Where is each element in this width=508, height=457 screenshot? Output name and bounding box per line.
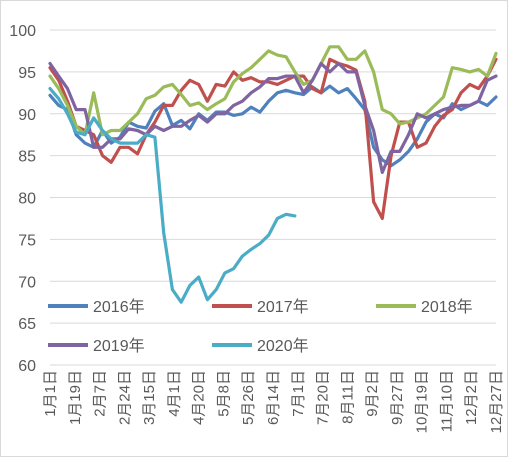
- x-tick-label: 5月26日: [240, 370, 257, 425]
- x-tick-label: 4月20日: [191, 370, 208, 425]
- x-tick-label: 11月10日: [438, 370, 455, 432]
- y-tick-label: 75: [18, 232, 36, 249]
- x-tick-label: 4月1日: [166, 370, 183, 417]
- x-tick-label: 5月8日: [215, 370, 232, 417]
- legend-label: 2016年: [93, 298, 145, 316]
- y-tick-label: 65: [18, 316, 36, 333]
- x-tick-label: 2月7日: [92, 370, 109, 417]
- x-tick-label: 9月27日: [389, 370, 406, 425]
- y-tick-label: 85: [18, 149, 36, 166]
- x-tick-label: 3月15日: [141, 370, 158, 425]
- legend-label: 2018年: [421, 298, 473, 316]
- legend-label: 2020年: [257, 337, 309, 355]
- x-tick-label: 8月11日: [339, 370, 356, 424]
- series-line-2019年: [48, 61, 498, 174]
- x-tick-label: 1月19日: [67, 370, 84, 425]
- y-tick-label: 100: [9, 23, 36, 40]
- y-tick-label: 60: [18, 358, 36, 375]
- series-line-2017年: [48, 57, 498, 220]
- y-tick-label: 70: [18, 274, 36, 291]
- legend-label: 2017年: [257, 298, 309, 316]
- series-line-2020年: [48, 86, 297, 304]
- x-tick-label: 2月24日: [116, 370, 133, 425]
- x-tick-label: 10月19日: [414, 370, 431, 433]
- series-line-2016年: [48, 84, 498, 168]
- x-tick-label: 7月1日: [290, 370, 307, 417]
- x-tick-label: 6月14日: [265, 370, 282, 425]
- x-tick-label: 12月2日: [463, 370, 480, 425]
- y-tick-label: 80: [18, 191, 36, 208]
- x-tick-label: 12月27日: [488, 370, 505, 433]
- x-tick-label: 9月2日: [364, 370, 381, 417]
- x-tick-label: 1月1日: [42, 370, 59, 417]
- y-tick-label: 95: [18, 65, 36, 82]
- x-tick-label: 7月20日: [315, 370, 332, 425]
- legend-label: 2019年: [93, 337, 145, 355]
- y-tick-label: 90: [18, 107, 36, 124]
